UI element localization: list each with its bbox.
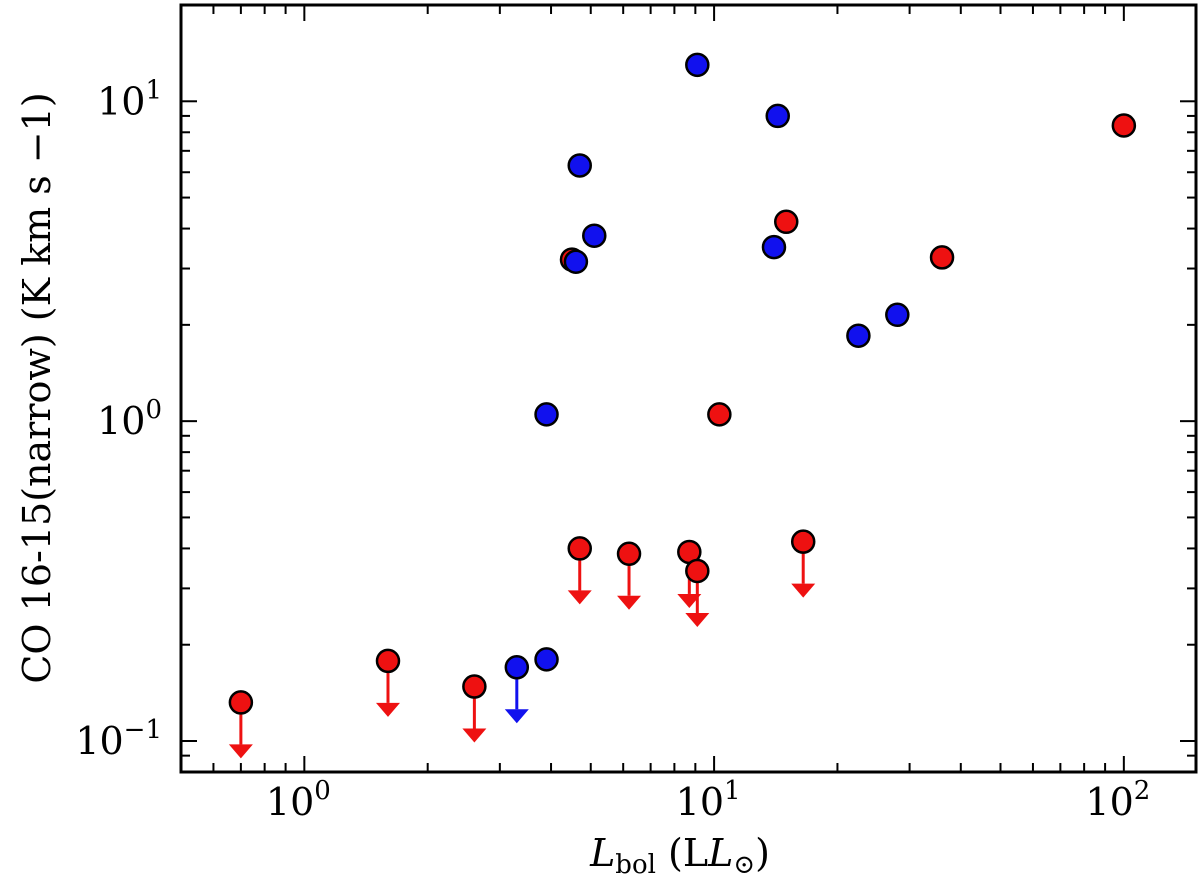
red-upper-limit-arrow-head — [375, 702, 400, 717]
blue-data-point — [765, 103, 790, 129]
red-upper-limit-point — [462, 674, 487, 699]
red-data-point — [1111, 113, 1137, 138]
x-tick-label: 101 — [676, 776, 741, 824]
blue-upper-limit-point — [504, 655, 530, 680]
y-tick-label: 10−1 — [75, 715, 162, 763]
tick-labels: 100 101 102 10−1 100 101 — [75, 75, 1150, 824]
y-axis-label: CO 16-15(narrow) (K km s −1) — [15, 92, 59, 683]
red-upper-limit-arrow-head — [677, 593, 702, 608]
red-upper-limit-point — [790, 529, 816, 554]
red-upper-limit-point — [375, 648, 401, 674]
red-upper-limit-point — [228, 690, 254, 715]
blue-data-point — [685, 52, 710, 78]
blue-data-point — [534, 402, 559, 427]
blue-data-point — [761, 234, 787, 260]
red-data-point — [929, 245, 955, 270]
red-upper-limit-arrow-head — [617, 595, 642, 610]
red-upper-limit-arrow-head — [567, 590, 592, 605]
blue-data-point — [534, 647, 559, 672]
red-upper-limit-arrow-head — [791, 583, 816, 598]
blue-data-point — [567, 153, 592, 178]
red-upper-limit-arrow-head — [685, 613, 710, 628]
blue-data-point — [582, 223, 607, 248]
blue-data-point — [563, 249, 589, 275]
red-upper-limit-arrow-head — [228, 744, 253, 759]
x-tick-label: 102 — [1085, 776, 1150, 824]
red-upper-limit-arrow-head — [462, 728, 487, 743]
y-tick-label: 101 — [97, 75, 162, 123]
data-markers — [228, 52, 1137, 759]
y-tick-label: 100 — [97, 395, 162, 443]
major-ticks — [181, 5, 1196, 772]
plot-frame — [179, 3, 1198, 774]
minor-ticks — [180, 4, 1196, 773]
red-upper-limit-point — [616, 541, 642, 566]
x-tick-label: 100 — [266, 776, 331, 824]
blue-upper-limit-arrow-head — [504, 709, 529, 724]
blue-data-point — [846, 323, 871, 348]
x-axis-label: Lbol (LL⊙) — [589, 831, 770, 877]
blue-data-point — [885, 302, 910, 328]
red-data-point — [774, 209, 799, 235]
red-upper-limit-point — [685, 558, 710, 584]
red-data-point — [707, 402, 732, 427]
red-upper-limit-point — [567, 536, 592, 561]
